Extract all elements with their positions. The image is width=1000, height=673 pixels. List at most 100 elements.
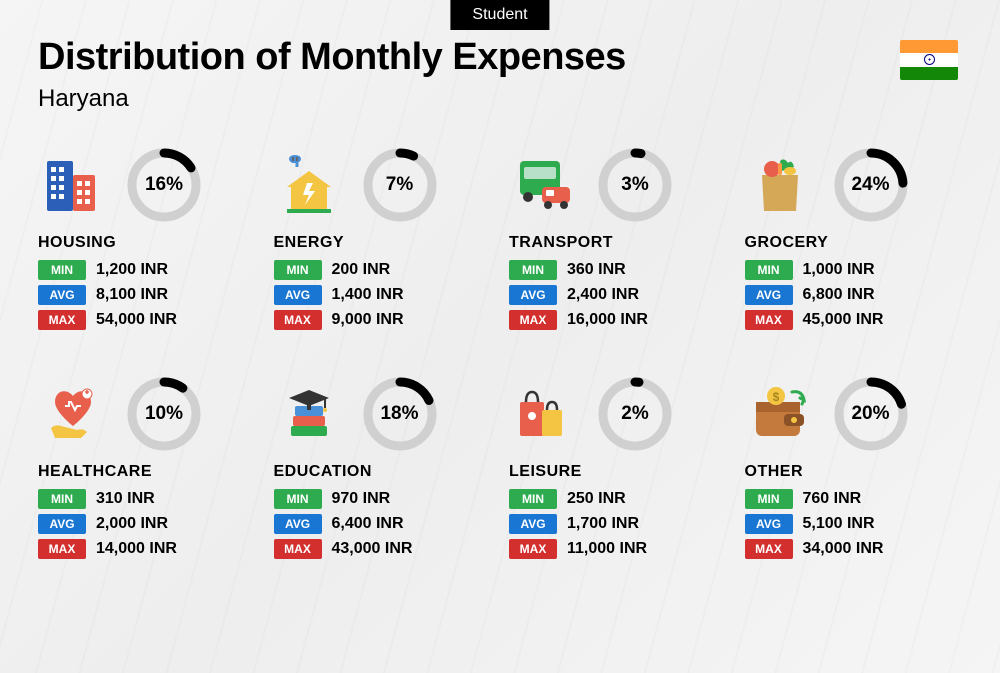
stats-list: MIN 760 INR AVG 5,100 INR MAX 34,000 INR (745, 489, 963, 559)
category-name: ENERGY (274, 234, 492, 252)
avg-badge: AVG (38, 285, 86, 305)
category-name: GROCERY (745, 234, 963, 252)
avg-value: 2,000 INR (96, 515, 168, 533)
page-title: Distribution of Monthly Expenses (38, 36, 962, 79)
header: Distribution of Monthly Expenses Haryana (38, 36, 962, 113)
category-name: OTHER (745, 463, 963, 481)
category-card-transport: 3% TRANSPORT MIN 360 INR AVG 2,400 INR M… (509, 148, 727, 335)
percentage-donut: 10% (126, 376, 202, 452)
category-card-housing: 16% HOUSING MIN 1,200 INR AVG 8,100 INR … (38, 148, 256, 335)
min-value: 970 INR (332, 490, 391, 508)
student-tag: Student (450, 0, 549, 30)
energy-house-icon (274, 150, 344, 220)
min-badge: MIN (38, 489, 86, 509)
category-card-grocery: 24% GROCERY MIN 1,000 INR AVG 6,800 INR … (745, 148, 963, 335)
max-value: 11,000 INR (567, 540, 647, 558)
shopping-bags-icon (509, 379, 579, 449)
percentage-label: 3% (597, 147, 673, 223)
max-badge: MAX (274, 310, 322, 330)
avg-badge: AVG (38, 514, 86, 534)
max-value: 34,000 INR (803, 540, 884, 558)
min-value: 200 INR (332, 261, 391, 279)
percentage-label: 10% (126, 376, 202, 452)
category-card-other: $ 20% OTHER MIN 760 INR AVG 5,100 INR MA… (745, 377, 963, 564)
avg-value: 8,100 INR (96, 286, 168, 304)
max-badge: MAX (509, 310, 557, 330)
avg-badge: AVG (745, 514, 793, 534)
max-value: 54,000 INR (96, 311, 177, 329)
min-value: 1,000 INR (803, 261, 875, 279)
min-value: 360 INR (567, 261, 626, 279)
max-value: 14,000 INR (96, 540, 177, 558)
avg-value: 2,400 INR (567, 286, 639, 304)
india-flag-icon (900, 40, 958, 80)
percentage-donut: 3% (597, 147, 673, 223)
category-card-energy: 7% ENERGY MIN 200 INR AVG 1,400 INR MAX … (274, 148, 492, 335)
stats-list: MIN 1,200 INR AVG 8,100 INR MAX 54,000 I… (38, 260, 256, 330)
stats-list: MIN 1,000 INR AVG 6,800 INR MAX 45,000 I… (745, 260, 963, 330)
max-badge: MAX (38, 539, 86, 559)
max-badge: MAX (38, 310, 86, 330)
buildings-icon (38, 150, 108, 220)
categories-grid: 16% HOUSING MIN 1,200 INR AVG 8,100 INR … (38, 148, 962, 564)
category-name: HEALTHCARE (38, 463, 256, 481)
percentage-donut: 16% (126, 147, 202, 223)
category-card-healthcare: 10% HEALTHCARE MIN 310 INR AVG 2,000 INR… (38, 377, 256, 564)
category-card-education: 18% EDUCATION MIN 970 INR AVG 6,400 INR … (274, 377, 492, 564)
min-badge: MIN (509, 489, 557, 509)
stats-list: MIN 310 INR AVG 2,000 INR MAX 14,000 INR (38, 489, 256, 559)
min-value: 760 INR (803, 490, 862, 508)
percentage-label: 18% (362, 376, 438, 452)
category-name: TRANSPORT (509, 234, 727, 252)
max-badge: MAX (745, 539, 793, 559)
books-cap-icon (274, 379, 344, 449)
heart-hand-icon (38, 379, 108, 449)
min-badge: MIN (745, 489, 793, 509)
percentage-label: 2% (597, 376, 673, 452)
wallet-icon: $ (745, 379, 815, 449)
percentage-donut: 2% (597, 376, 673, 452)
min-badge: MIN (274, 260, 322, 280)
category-name: LEISURE (509, 463, 727, 481)
avg-value: 5,100 INR (803, 515, 875, 533)
min-value: 250 INR (567, 490, 626, 508)
min-badge: MIN (509, 260, 557, 280)
stats-list: MIN 970 INR AVG 6,400 INR MAX 43,000 INR (274, 489, 492, 559)
category-name: HOUSING (38, 234, 256, 252)
percentage-label: 20% (833, 376, 909, 452)
avg-badge: AVG (274, 285, 322, 305)
category-name: EDUCATION (274, 463, 492, 481)
max-badge: MAX (509, 539, 557, 559)
percentage-donut: 18% (362, 376, 438, 452)
avg-value: 6,800 INR (803, 286, 875, 304)
min-badge: MIN (745, 260, 793, 280)
percentage-label: 16% (126, 147, 202, 223)
max-value: 43,000 INR (332, 540, 413, 558)
avg-badge: AVG (509, 285, 557, 305)
max-value: 45,000 INR (803, 311, 884, 329)
min-badge: MIN (274, 489, 322, 509)
stats-list: MIN 250 INR AVG 1,700 INR MAX 11,000 INR (509, 489, 727, 559)
page-subtitle: Haryana (38, 85, 962, 113)
max-value: 16,000 INR (567, 311, 648, 329)
percentage-donut: 24% (833, 147, 909, 223)
svg-text:$: $ (772, 390, 779, 404)
avg-badge: AVG (509, 514, 557, 534)
percentage-label: 24% (833, 147, 909, 223)
min-badge: MIN (38, 260, 86, 280)
stats-list: MIN 360 INR AVG 2,400 INR MAX 16,000 INR (509, 260, 727, 330)
max-value: 9,000 INR (332, 311, 404, 329)
avg-value: 1,400 INR (332, 286, 404, 304)
stats-list: MIN 200 INR AVG 1,400 INR MAX 9,000 INR (274, 260, 492, 330)
avg-value: 1,700 INR (567, 515, 639, 533)
avg-badge: AVG (274, 514, 322, 534)
avg-value: 6,400 INR (332, 515, 404, 533)
min-value: 310 INR (96, 490, 155, 508)
grocery-bag-icon (745, 150, 815, 220)
max-badge: MAX (274, 539, 322, 559)
percentage-donut: 7% (362, 147, 438, 223)
bus-car-icon (509, 150, 579, 220)
percentage-label: 7% (362, 147, 438, 223)
percentage-donut: 20% (833, 376, 909, 452)
avg-badge: AVG (745, 285, 793, 305)
